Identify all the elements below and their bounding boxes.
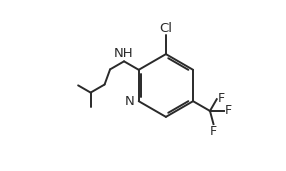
- Text: F: F: [210, 125, 217, 138]
- Text: N: N: [125, 95, 135, 108]
- Text: F: F: [218, 92, 225, 105]
- Text: Cl: Cl: [159, 22, 172, 35]
- Text: F: F: [225, 104, 232, 117]
- Text: NH: NH: [113, 47, 133, 60]
